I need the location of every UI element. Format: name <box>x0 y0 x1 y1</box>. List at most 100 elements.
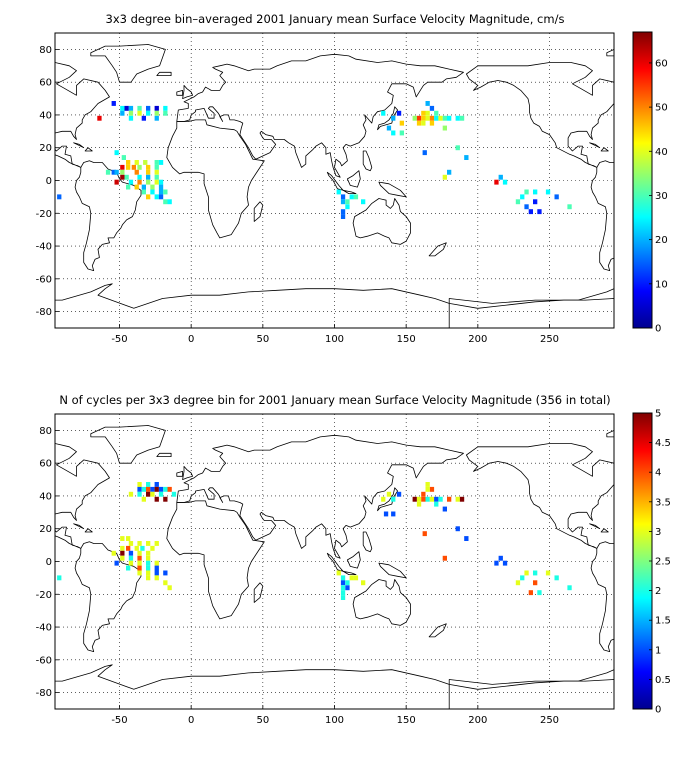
data-cell <box>128 110 134 116</box>
x-tick-label: 100 <box>325 715 344 726</box>
data-cell <box>57 194 62 200</box>
data-cell <box>412 115 417 121</box>
coastline <box>683 120 696 238</box>
data-cell <box>126 545 131 551</box>
data-cell <box>154 496 159 502</box>
data-cell <box>554 194 559 200</box>
data-cell <box>442 115 447 121</box>
data-cell <box>381 496 386 502</box>
data-cell <box>391 130 396 136</box>
data-cell <box>121 155 126 160</box>
data-cell <box>126 184 131 190</box>
data-cell <box>345 199 350 205</box>
data-cell <box>391 115 396 121</box>
data-cell <box>340 214 346 219</box>
chart1-y-tick-labels: -80 -60 -40 -20 0 20 40 60 80 <box>36 45 52 318</box>
chart2-coastlines <box>55 425 614 709</box>
coastline <box>84 528 93 533</box>
coastline <box>342 570 357 575</box>
data-cell <box>163 110 168 116</box>
data-cell <box>528 209 533 215</box>
coastline <box>466 62 614 168</box>
data-cell <box>150 491 155 497</box>
data-cell <box>158 486 164 492</box>
data-cell <box>154 174 159 180</box>
data-cell <box>126 164 131 170</box>
coastline <box>176 53 464 178</box>
chart2-gridlines <box>55 414 614 709</box>
data-cell <box>537 209 542 215</box>
data-cell <box>498 555 503 561</box>
data-cell <box>425 482 430 487</box>
colorbar-tick-label: 4.5 <box>655 438 671 449</box>
data-cell <box>134 545 139 551</box>
y-tick-label: -20 <box>36 209 52 220</box>
x-tick-label: 150 <box>397 715 416 726</box>
x-tick-label: 100 <box>325 334 344 345</box>
data-cell <box>421 110 426 116</box>
data-cell <box>120 536 125 541</box>
data-cell <box>154 486 159 492</box>
data-cell <box>137 565 142 571</box>
data-cell <box>141 115 146 121</box>
data-cell <box>146 482 151 487</box>
data-cell <box>520 194 525 200</box>
data-cell <box>386 125 392 131</box>
data-cell <box>137 179 142 185</box>
data-cell <box>114 179 119 185</box>
data-cell <box>494 560 499 566</box>
data-cell <box>340 595 346 600</box>
data-cell <box>340 194 346 200</box>
y-tick-label: 0 <box>46 176 52 187</box>
data-cell <box>128 550 134 556</box>
data-cell <box>515 580 521 586</box>
coastline <box>600 147 609 152</box>
data-cell <box>146 541 151 546</box>
y-tick-label: 0 <box>46 557 52 568</box>
data-cell <box>537 590 542 596</box>
colorbar-tick-label: 50 <box>655 103 668 114</box>
data-cell <box>163 189 168 195</box>
data-cell <box>154 115 159 121</box>
coastline <box>55 62 110 168</box>
coastline <box>378 181 407 198</box>
data-cell <box>533 570 538 576</box>
data-cell <box>421 120 426 126</box>
y-tick-label: 20 <box>39 524 52 535</box>
data-cell <box>134 184 139 190</box>
data-cell <box>137 174 142 180</box>
coastline <box>84 147 93 152</box>
data-cell <box>141 189 146 195</box>
x-tick-label: 0 <box>188 334 194 345</box>
data-cell <box>141 184 146 190</box>
data-cell <box>353 575 359 581</box>
data-cell <box>154 105 159 111</box>
coastline <box>589 523 601 530</box>
data-cell <box>349 194 354 200</box>
chart1-data-cells <box>57 101 572 219</box>
data-cell <box>146 179 151 185</box>
data-cell <box>120 110 125 116</box>
data-cell <box>567 585 572 591</box>
data-cell <box>137 486 142 492</box>
data-cell <box>455 115 460 121</box>
colorbar-tick-label: 2.5 <box>655 557 671 568</box>
chart1-coastlines <box>55 44 696 328</box>
data-cell <box>120 550 125 556</box>
data-cell <box>154 570 159 576</box>
data-cell <box>141 486 146 492</box>
data-cell <box>345 204 350 210</box>
colorbar-tick-label: 40 <box>655 147 668 158</box>
coastline <box>90 44 166 83</box>
x-tick-label: 0 <box>188 715 194 726</box>
data-cell <box>134 160 139 165</box>
data-cell <box>425 110 430 116</box>
data-cell <box>146 194 151 200</box>
data-cell <box>429 496 435 502</box>
data-cell <box>154 160 159 165</box>
data-cell <box>455 145 460 151</box>
colorbar-tick-label: 5 <box>655 409 661 420</box>
y-tick-label: 80 <box>39 45 52 56</box>
colorbar-tick-label: 0 <box>655 705 661 716</box>
